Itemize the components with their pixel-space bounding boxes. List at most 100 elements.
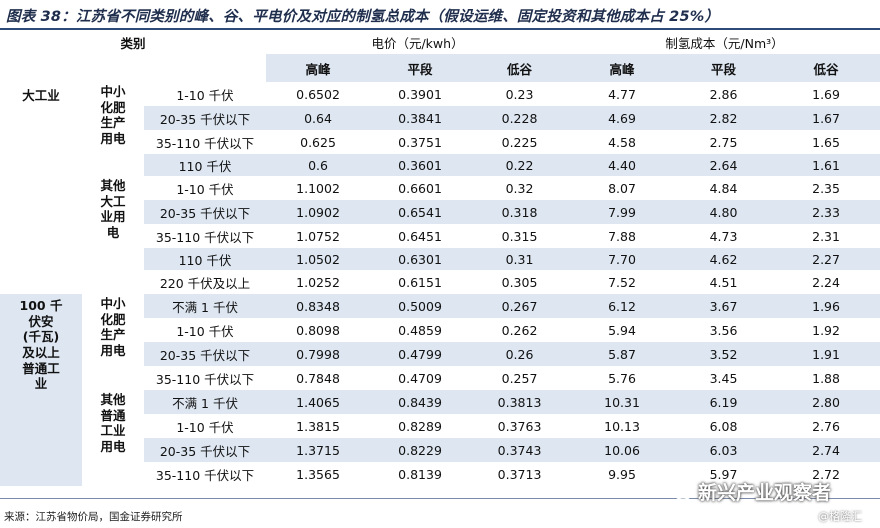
table-row: 35-110 千伏以下 0.625 0.3751 0.225 4.58 2.75 1.65 — [0, 130, 880, 154]
cost-valley-cell: 1.67 — [772, 106, 880, 130]
cost-valley-cell: 2.33 — [772, 200, 880, 224]
cost-valley-cell: 1.96 — [772, 294, 880, 318]
price-peak-cell: 0.6502 — [266, 82, 371, 106]
sector-label-line: (千瓦) — [22, 329, 60, 345]
user-label-line: 化肥 — [100, 99, 126, 115]
cost-valley-cell: 2.80 — [772, 390, 880, 414]
cost-peak-header: 高峰 — [569, 54, 676, 82]
price-peak-cell: 0.625 — [266, 130, 371, 154]
table-row: 20-35 千伏以下 0.64 0.3841 0.228 4.69 2.82 1.67 — [0, 106, 880, 130]
price-valley-header: 低谷 — [470, 54, 570, 82]
cost-valley-cell: 2.31 — [772, 224, 880, 248]
header-row-groups: 类别 电价（元/kwh） 制氢成本（元/Nm³） — [0, 30, 880, 54]
price-peak-cell: 0.7848 — [266, 366, 371, 390]
price-peak-cell: 1.3565 — [266, 462, 371, 486]
bottom-rule — [0, 498, 880, 499]
user-label-line: 用电 — [100, 438, 126, 454]
voltage-cell: 不满 1 千伏 — [144, 294, 267, 318]
user-label-line: 普通 — [100, 407, 126, 423]
price-flat-cell: 0.8139 — [370, 462, 471, 486]
voltage-cell: 35-110 千伏以下 — [144, 366, 267, 390]
voltage-cell: 20-35 千伏以下 — [144, 200, 267, 224]
table-row: 20-35 千伏以下 1.0902 0.6541 0.318 7.99 4.80 2.33 — [0, 200, 880, 224]
cost-flat-cell: 4.51 — [675, 270, 773, 294]
cost-valley-cell: 2.74 — [772, 438, 880, 462]
cost-peak-cell: 4.77 — [569, 82, 676, 106]
table-row: 1-10 千伏 0.8098 0.4859 0.262 5.94 3.56 1.92 — [0, 318, 880, 342]
price-valley-cell: 0.31 — [470, 248, 570, 270]
price-valley-cell: 0.305 — [470, 270, 570, 294]
user-label-line: 电 — [106, 224, 120, 240]
table-row: 其他 普通 工业 用电 不满 1 千伏 1.4065 0.8439 0.3813 10.31 6.… — [0, 390, 880, 486]
user-label-line: 大工 — [100, 193, 126, 209]
table-row: 35-110 千伏以下 0.7848 0.4709 0.257 5.76 3.45 1.88 — [0, 366, 880, 390]
user-label-line: 生产 — [100, 115, 126, 131]
price-flat-cell: 0.3841 — [370, 106, 471, 130]
price-flat-cell: 0.6451 — [370, 224, 471, 248]
cost-flat-cell: 3.67 — [675, 294, 773, 318]
cost-flat-cell: 4.62 — [675, 248, 773, 270]
price-peak-cell: 0.7998 — [266, 342, 371, 366]
table-row: 大工业 中小 化肥 生产 用电 1-10 千伏 0.6502 0.3901 0.23 4.77 2.… — [0, 82, 880, 294]
user-label-line: 工业 — [100, 423, 126, 439]
voltage-cell: 35-110 千伏以下 — [144, 224, 267, 248]
cost-flat-cell: 5.97 — [675, 462, 773, 486]
price-peak-cell: 1.3815 — [266, 414, 371, 438]
user-label-line: 用电 — [100, 130, 126, 146]
price-flat-cell: 0.4709 — [370, 366, 471, 390]
voltage-cell: 35-110 千伏以下 — [144, 462, 267, 486]
cost-valley-cell: 2.76 — [772, 414, 880, 438]
price-flat-cell: 0.8289 — [370, 414, 471, 438]
voltage-cell: 不满 1 千伏 — [144, 390, 267, 414]
cost-valley-cell: 1.91 — [772, 342, 880, 366]
user-label-line: 中小 — [100, 296, 126, 311]
price-peak-cell: 1.0902 — [266, 200, 371, 224]
price-peak-cell: 0.6 — [266, 154, 371, 176]
sector-label-line: 及以上 — [22, 344, 60, 360]
cost-flat-cell: 6.08 — [675, 414, 773, 438]
price-flat-cell: 0.4859 — [370, 318, 471, 342]
price-peak-cell: 0.64 — [266, 106, 371, 130]
table-row: 110 千伏 0.6 0.3601 0.22 4.40 2.64 1.61 — [0, 154, 880, 176]
price-flat-cell: 0.4799 — [370, 342, 471, 366]
cost-peak-cell: 10.31 — [569, 390, 676, 414]
cost-peak-cell: 10.13 — [569, 414, 676, 438]
price-peak-header: 高峰 — [266, 54, 371, 82]
table-row: 其他 大工 业用电 1-10 千伏 1.1002 0.6601 0.32 8.07 4.84 2.… — [0, 176, 880, 294]
table-row: 20-35 千伏以下 1.3715 0.8229 0.3743 10.06 6.03 2.7… — [0, 438, 880, 462]
cost-peak-cell: 5.94 — [569, 318, 676, 342]
sector-label-line: 普通工 — [22, 360, 60, 376]
table-row: 100 千伏安 (千瓦) 及以上 普通工业中小 化肥 生产 用电 不满 1 千伏 0.8348 0… — [0, 294, 880, 486]
table-row: 110 千伏 1.0502 0.6301 0.31 7.70 4.62 2.27 — [0, 248, 880, 270]
voltage-cell: 1-10 千伏 — [144, 82, 267, 106]
user-label-line: 业用 — [100, 209, 126, 225]
header-spacer — [0, 54, 267, 82]
price-valley-cell: 0.257 — [470, 366, 570, 390]
user-label-line: 用电 — [100, 342, 126, 358]
cost-valley-cell: 1.69 — [772, 82, 880, 106]
user-other-large: 其他 大工 业用电 — [82, 176, 144, 294]
cost-flat-cell: 4.73 — [675, 224, 773, 248]
price-peak-cell: 1.4065 — [266, 390, 371, 414]
price-valley-cell: 0.267 — [470, 294, 570, 318]
price-flat-cell: 0.6541 — [370, 200, 471, 224]
voltage-cell: 1-10 千伏 — [144, 318, 267, 342]
price-flat-cell: 0.6151 — [370, 270, 471, 294]
table-row: 35-110 千伏以下 1.0752 0.6451 0.315 7.88 4.73 2.31 — [0, 224, 880, 248]
user-fertilizer-2: 中小 化肥 生产 用电 — [82, 294, 144, 390]
voltage-cell: 1-10 千伏 — [144, 414, 267, 438]
price-flat-cell: 0.8229 — [370, 438, 471, 462]
price-valley-cell: 0.26 — [470, 342, 570, 366]
price-valley-cell: 0.32 — [470, 176, 570, 200]
price-valley-cell: 0.225 — [470, 130, 570, 154]
watermark-text: 新兴产业观察者 — [698, 481, 832, 504]
user-label-line: 其他 — [100, 392, 126, 407]
cost-peak-cell: 7.52 — [569, 270, 676, 294]
table-row: 35-110 千伏以下 1.3565 0.8139 0.3713 9.95 5.97 2.7… — [0, 462, 880, 486]
price-peak-cell: 1.0252 — [266, 270, 371, 294]
user-label-line: 中小 — [100, 84, 126, 99]
cost-peak-cell: 8.07 — [569, 176, 676, 200]
header-row-cols: 高峰 平段 低谷 高峰 平段 低谷 — [0, 54, 880, 82]
table-row: 20-35 千伏以下 0.7998 0.4799 0.26 5.87 3.52 1.91 — [0, 342, 880, 366]
cost-flat-cell: 6.19 — [675, 390, 773, 414]
